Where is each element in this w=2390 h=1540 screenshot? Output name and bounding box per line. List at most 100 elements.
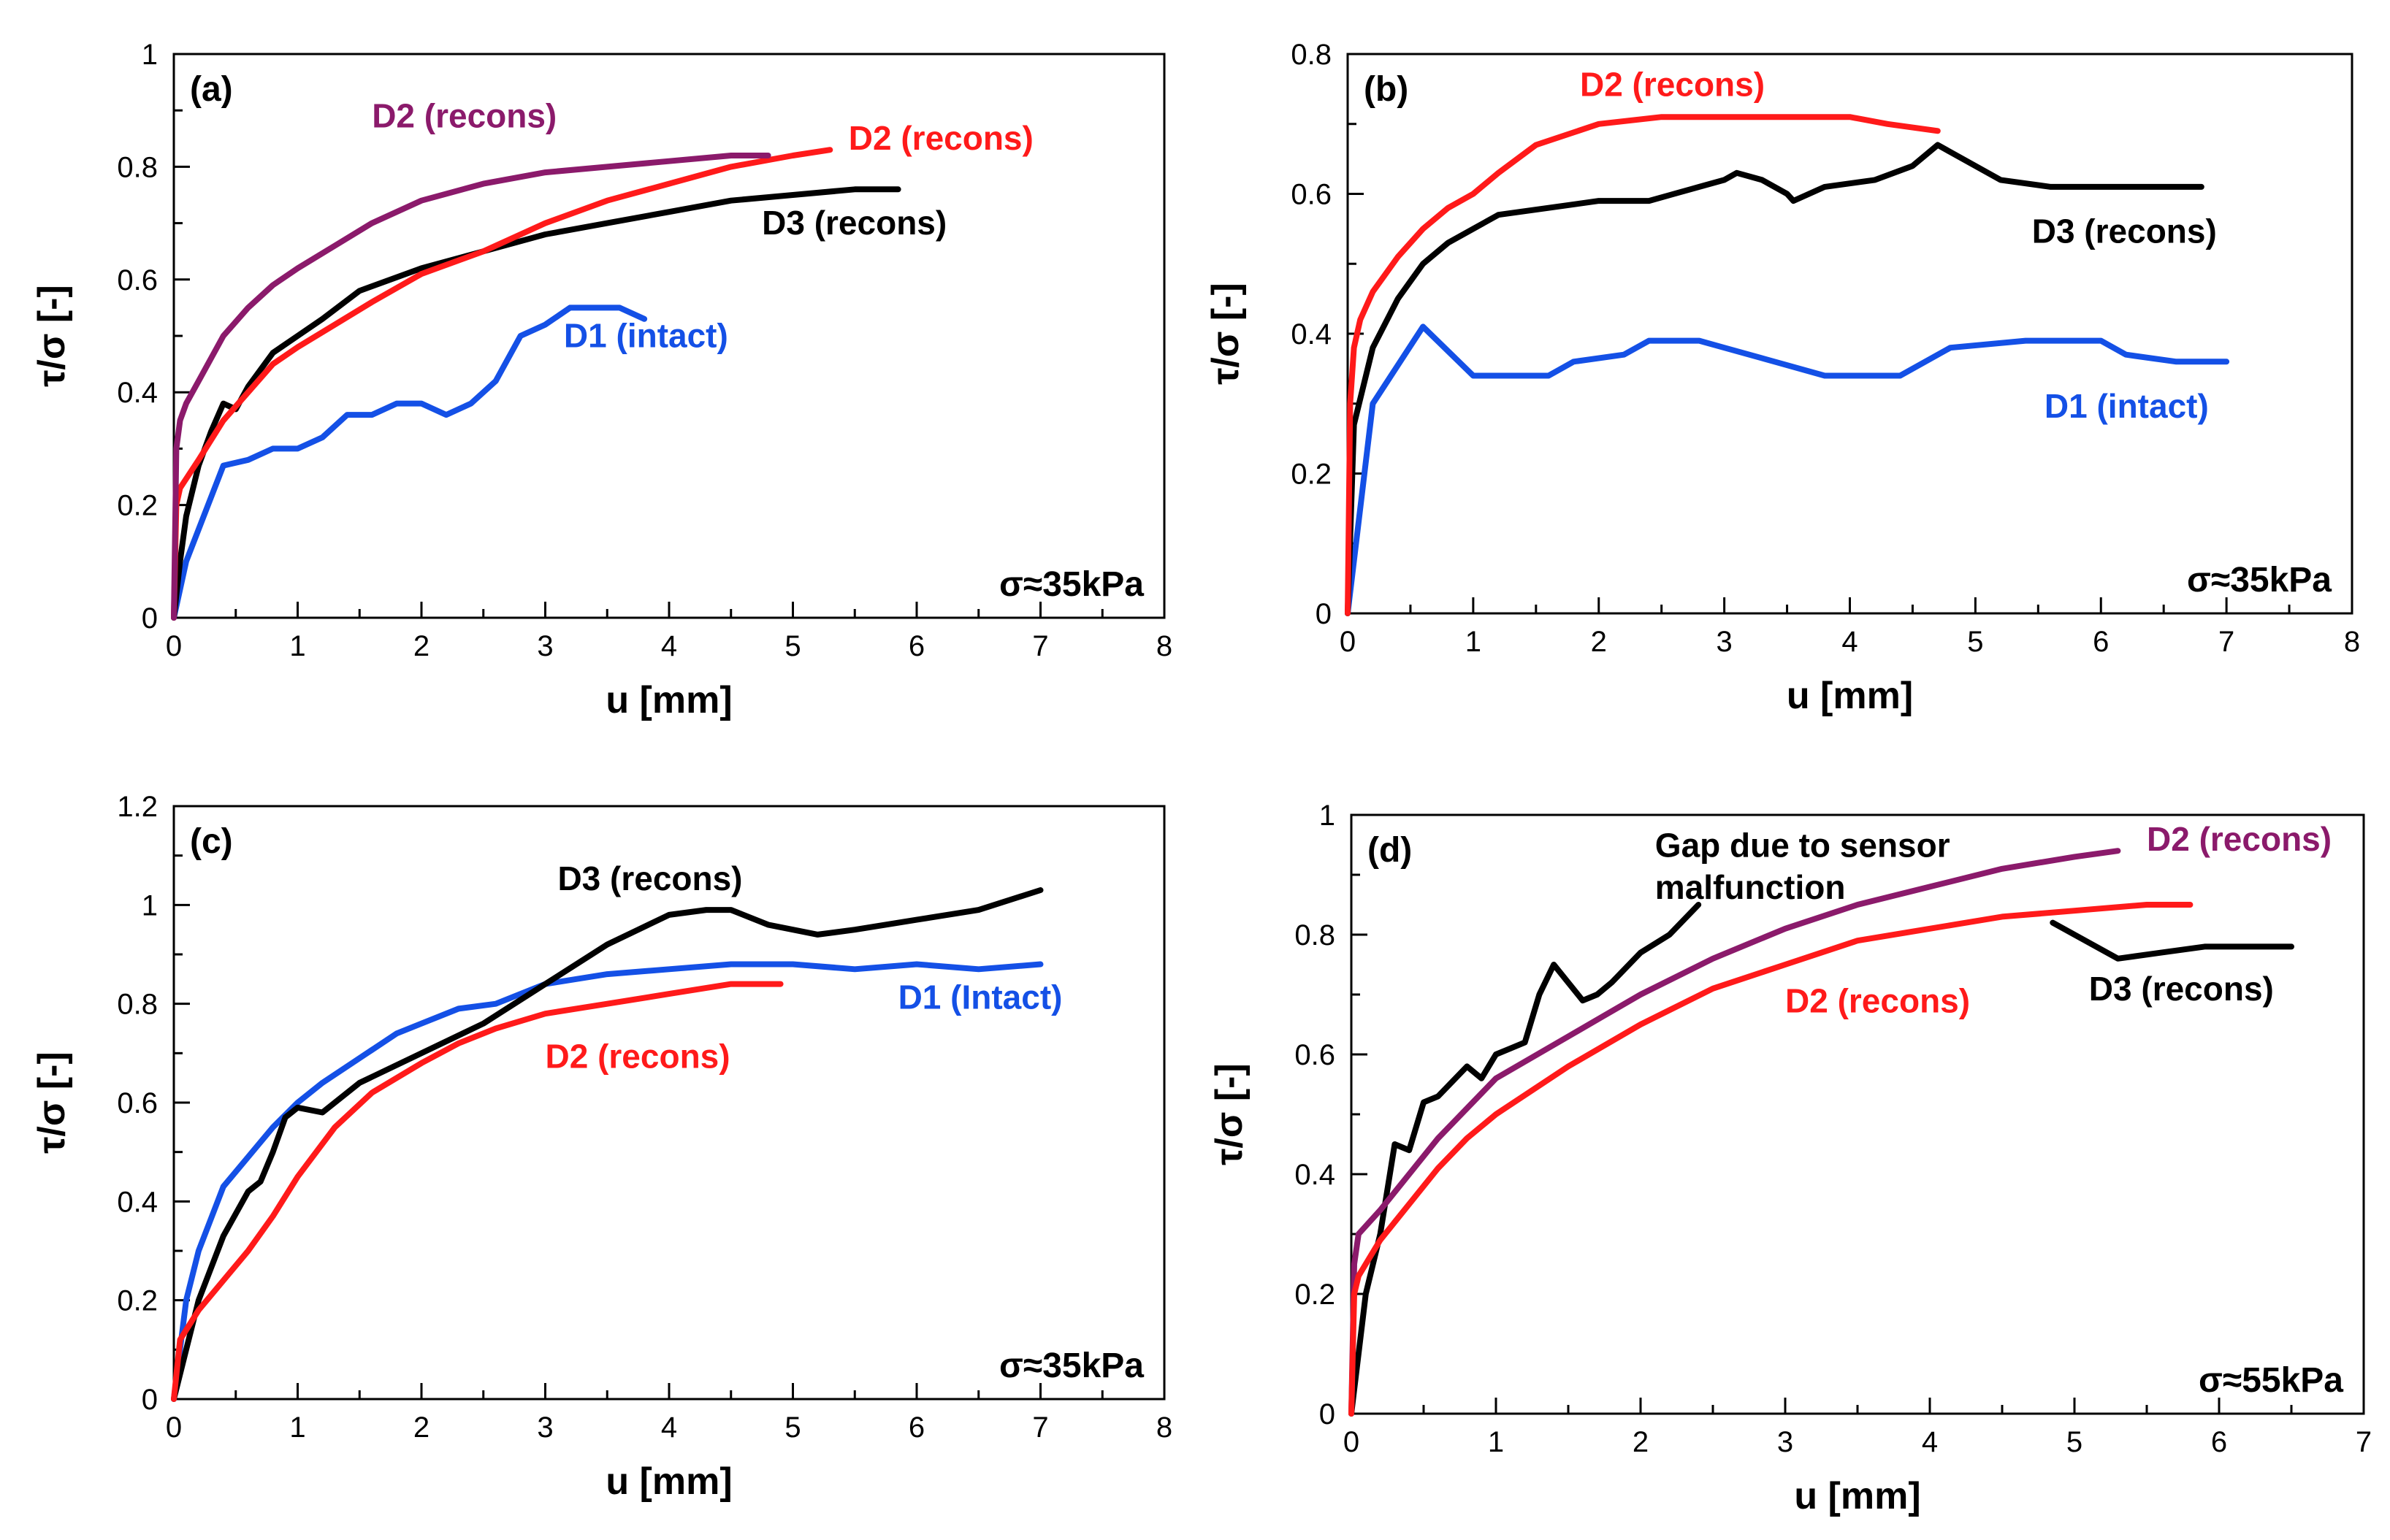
x-tick-label: 0 <box>1343 1426 1359 1458</box>
series-annotation: D1 (intact) <box>564 316 728 354</box>
series-annotation: D3 (recons) <box>2089 970 2274 1008</box>
series-line <box>1345 142 2204 616</box>
x-tick-label: 1 <box>289 1411 305 1444</box>
y-tick-label: 1.2 <box>117 791 158 823</box>
x-tick-label: 4 <box>661 1411 677 1444</box>
x-tick-label: 5 <box>784 1411 801 1444</box>
series-annotation: D2 (recons) <box>546 1038 730 1076</box>
y-tick-label: 1 <box>142 39 158 71</box>
series-line <box>171 186 901 621</box>
x-tick-label: 7 <box>1032 1411 1048 1444</box>
y-tick-label: 0.4 <box>117 1186 158 1218</box>
panel-label: (a) <box>190 70 233 109</box>
x-tick-label: 5 <box>784 630 801 662</box>
series-annotation: D2 (recons) <box>1785 982 1970 1020</box>
y-tick-label: 0 <box>142 1384 158 1416</box>
y-tick-label: 0.6 <box>1294 1039 1335 1071</box>
y-tick-label: 0.4 <box>117 377 158 409</box>
x-tick-label: 2 <box>413 1411 429 1444</box>
y-tick-label: 0.6 <box>117 1087 158 1119</box>
series-line <box>1348 902 1702 1417</box>
series-annotation: D2 (recons) <box>372 96 557 134</box>
x-tick-label: 1 <box>289 630 305 662</box>
x-tick-label: 2 <box>1591 626 1607 658</box>
series-line <box>171 961 1044 1402</box>
series-line <box>171 981 784 1402</box>
x-tick-label: 6 <box>909 630 925 662</box>
panel-label: (d) <box>1367 831 1412 870</box>
x-tick-label: 8 <box>1156 630 1172 662</box>
y-tick-label: 0.2 <box>117 1285 158 1317</box>
x-tick-label: 0 <box>1340 626 1356 658</box>
y-tick-label: 1 <box>1319 800 1335 832</box>
series-line <box>1345 323 2230 616</box>
y-axis-title: τ/σ [-] <box>1204 283 1247 385</box>
series-line <box>2050 919 2294 962</box>
series-annotation: D2 (recons) <box>2147 820 2332 858</box>
panel-0: 0 1 2 3 4 5 6 7 8 0 0.2 0.4 0.6 0.8 1 u [mm] τ/σ [-] (a) σ… <box>31 39 1172 721</box>
x-tick-label: 3 <box>1717 626 1733 658</box>
x-tick-label: 7 <box>1032 630 1048 662</box>
y-tick-label: 0.8 <box>117 989 158 1021</box>
x-tick-label: 4 <box>661 630 677 662</box>
y-tick-label: 0.2 <box>1294 1279 1335 1311</box>
x-tick-label: 1 <box>1488 1426 1504 1458</box>
series-annotation: malfunction <box>1655 868 1846 906</box>
y-tick-label: 0 <box>142 602 158 635</box>
x-tick-label: 3 <box>537 630 553 662</box>
y-axis-title: τ/σ [-] <box>31 285 73 387</box>
series-line <box>1348 848 2121 1417</box>
x-tick-label: 6 <box>2211 1426 2227 1458</box>
x-axis-title: u [mm] <box>1787 675 1913 717</box>
x-tick-label: 7 <box>2356 1426 2372 1458</box>
y-tick-label: 0.2 <box>1291 459 1332 491</box>
stress-label: σ≈35kPa <box>2187 561 2332 599</box>
series-line <box>171 153 771 621</box>
series-annotation: D3 (recons) <box>557 859 742 897</box>
y-tick-label: 0.8 <box>1291 39 1332 71</box>
series-annotation: D2 (recons) <box>1580 65 1765 103</box>
series-annotation: D1 (intact) <box>2045 387 2209 425</box>
x-tick-label: 5 <box>2066 1426 2082 1458</box>
x-tick-label: 8 <box>1156 1411 1172 1444</box>
panel-label: (b) <box>1364 70 1408 109</box>
panel-3: 0 1 2 3 4 5 6 7 0 0.2 0.4 0.6 0.8 1 u [mm] τ/σ [-] (d) σ≈… <box>1208 800 2372 1517</box>
y-tick-label: 0.6 <box>117 264 158 296</box>
y-tick-label: 0.6 <box>1291 179 1332 211</box>
x-tick-label: 5 <box>1967 626 1983 658</box>
plot-frame <box>1346 53 2353 615</box>
stress-label: σ≈55kPa <box>2199 1361 2343 1400</box>
x-tick-label: 2 <box>1633 1426 1649 1458</box>
stress-label: σ≈35kPa <box>999 565 1144 604</box>
y-tick-label: 0.2 <box>117 490 158 522</box>
x-tick-label: 6 <box>909 1411 925 1444</box>
y-tick-label: 0 <box>1316 598 1332 630</box>
y-tick-label: 0.8 <box>117 151 158 183</box>
series-annotation: D2 (recons) <box>849 119 1034 157</box>
series-annotation: Gap due to sensor <box>1655 826 1950 864</box>
x-tick-label: 4 <box>1841 626 1858 658</box>
x-tick-label: 8 <box>2344 626 2360 658</box>
y-tick-label: 0 <box>1319 1398 1335 1430</box>
x-axis-title: u [mm] <box>1794 1475 1920 1517</box>
panel-1: 0 1 2 3 4 5 6 7 8 0 0.2 0.4 0.6 0.8 u [mm] τ/σ [-] (b) σ≈… <box>1204 39 2360 717</box>
y-tick-label: 0.4 <box>1291 318 1332 350</box>
x-tick-label: 2 <box>413 630 429 662</box>
y-tick-label: 1 <box>142 889 158 922</box>
series-annotation: D3 (recons) <box>2032 212 2217 250</box>
series-line <box>171 304 648 621</box>
series-line <box>1345 114 1941 616</box>
series-line <box>171 887 1044 1402</box>
stress-label: σ≈35kPa <box>999 1346 1144 1385</box>
x-tick-label: 3 <box>1777 1426 1793 1458</box>
x-axis-title: u [mm] <box>606 679 732 721</box>
x-tick-label: 0 <box>166 1411 182 1444</box>
y-tick-label: 0.4 <box>1294 1159 1335 1191</box>
x-axis-title: u [mm] <box>606 1460 732 1503</box>
x-tick-label: 3 <box>537 1411 553 1444</box>
y-tick-label: 0.8 <box>1294 919 1335 951</box>
y-axis-title: τ/σ [-] <box>31 1051 73 1154</box>
panel-label: (c) <box>190 822 233 861</box>
y-axis-title: τ/σ [-] <box>1208 1063 1251 1165</box>
